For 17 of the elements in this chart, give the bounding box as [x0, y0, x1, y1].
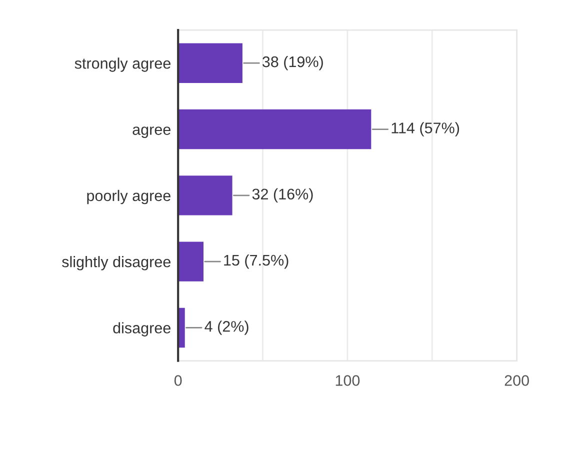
y-tick-label: slightly disagree: [62, 256, 170, 270]
data-label: 38 (19%): [262, 56, 323, 70]
x-tick-label: 0: [174, 375, 182, 386]
bar: [178, 242, 204, 282]
y-tick-label: disagree: [113, 322, 170, 336]
data-label: 4 (2%): [204, 320, 248, 335]
bar: [178, 176, 232, 216]
bar: [178, 109, 372, 150]
data-label: 114 (57%): [392, 122, 460, 136]
x-tick-label: 100: [336, 375, 360, 386]
y-tick-label: poorly agree: [87, 190, 170, 204]
x-tick-label: 200: [504, 375, 529, 386]
y-tick-label: strongly agree: [74, 58, 170, 72]
data-label: 15 (7.5%): [224, 254, 288, 269]
bar: [178, 43, 242, 83]
y-tick-label: agree: [132, 126, 170, 138]
data-label: 32 (16%): [252, 188, 313, 203]
